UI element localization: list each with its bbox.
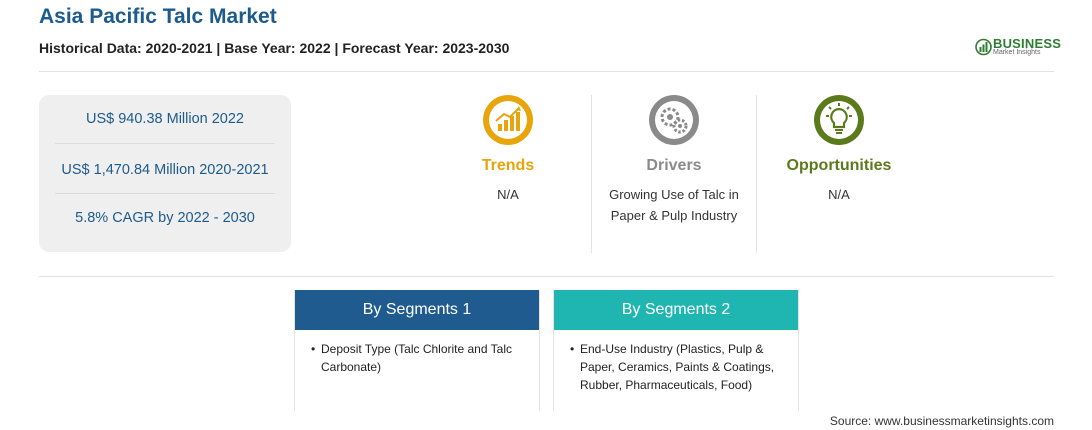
trends-text: N/A [497, 187, 519, 202]
stat-market-size-historical: US$ 1,470.84 Million 2020-2021 [61, 162, 269, 178]
stat-divider [55, 143, 275, 144]
logo-wordmark: BUSINESS [993, 36, 1062, 51]
segment-card-1: By Segments 1 Deposit Type (Talc Chlorit… [294, 290, 540, 411]
feature-divider [756, 95, 757, 253]
feature-trends: Trends N/A [433, 93, 583, 205]
logo-tagline: Market Insights [993, 49, 1041, 56]
trend-chart-icon [483, 95, 533, 145]
feature-drivers: Drivers Growing Use of Talc in Paper & P… [599, 93, 749, 226]
feature-opportunities: Opportunities N/A [764, 93, 914, 205]
page-subtitle: Historical Data: 2020-2021 | Base Year: … [39, 40, 510, 56]
drivers-text: Growing Use of Talc in Paper & Pulp Indu… [609, 187, 739, 223]
section-divider [39, 276, 1054, 277]
segment-1-item: Deposit Type (Talc Chlorite and Talc Car… [309, 340, 529, 376]
source-credit: Source: www.businessmarketinsights.com [829, 414, 1054, 428]
trends-title: Trends [481, 157, 535, 174]
header-divider [39, 71, 1054, 72]
opportunities-text: N/A [828, 187, 850, 202]
logo-mark-icon [975, 38, 992, 56]
stat-cagr: 5.8% CAGR by 2022 - 2030 [75, 210, 255, 226]
business-market-insights-logo[interactable]: BUSINESS Market Insights [975, 36, 1065, 60]
gears-icon [649, 95, 699, 145]
page-title: Asia Pacific Talc Market [39, 5, 277, 28]
segment-card-2: By Segments 2 End-Use Industry (Plastics… [553, 290, 799, 411]
market-stats-panel: US$ 940.38 Million 2022 US$ 1,470.84 Mil… [39, 95, 291, 252]
segment-2-item: End-Use Industry (Plastics, Pulp & Paper… [568, 340, 788, 394]
segment-2-title: By Segments 2 [554, 290, 798, 330]
segment-1-title: By Segments 1 [295, 290, 539, 330]
drivers-title: Drivers [646, 157, 702, 174]
opportunities-title: Opportunities [786, 157, 892, 174]
stat-divider [55, 193, 275, 194]
lightbulb-icon [814, 95, 864, 145]
stat-market-size-2022: US$ 940.38 Million 2022 [86, 111, 244, 127]
feature-divider [591, 95, 592, 253]
